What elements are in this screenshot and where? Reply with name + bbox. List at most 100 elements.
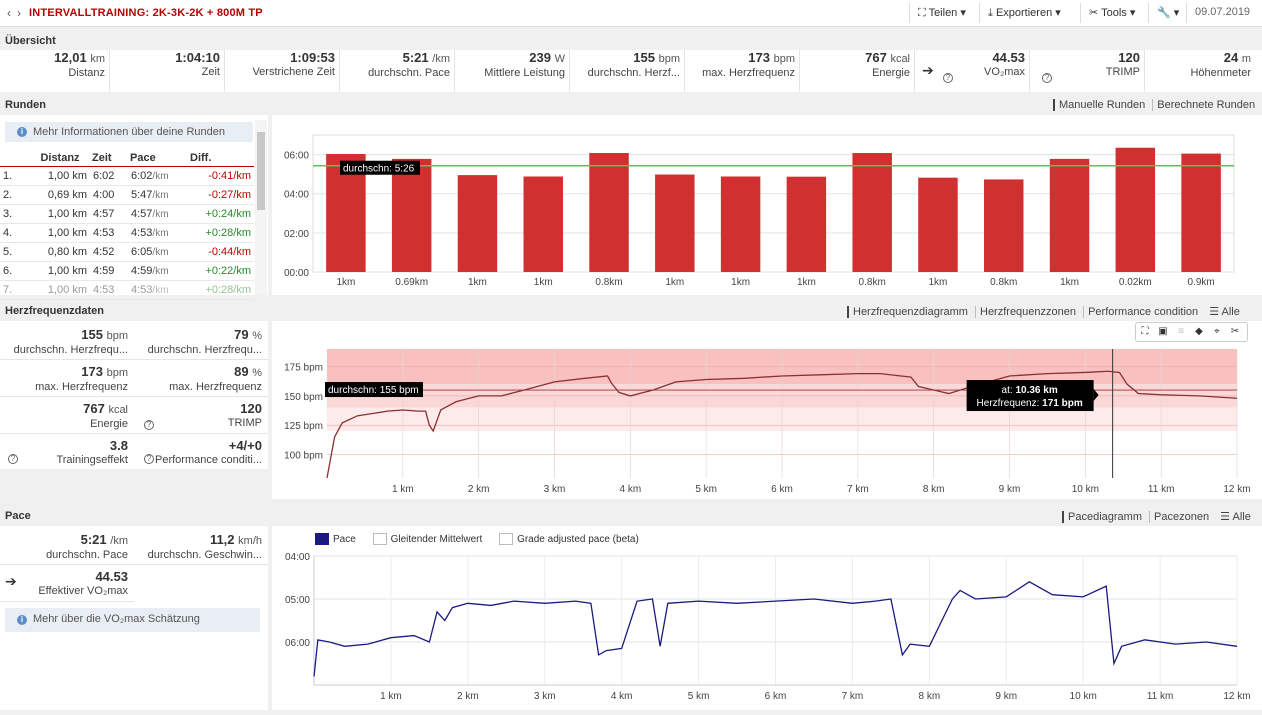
back-icon[interactable]: ‹ [7, 6, 11, 20]
col-pace[interactable]: Pace [128, 150, 188, 167]
x-tick-label: 1km [797, 277, 816, 288]
y-tick-label: 06:00 [285, 638, 310, 649]
scrollbar-thumb[interactable] [257, 132, 265, 210]
lap-distance: 1,00 km [30, 223, 90, 243]
col-time[interactable]: Zeit [90, 150, 128, 167]
col-distance[interactable]: Distanz [30, 150, 90, 167]
legend-smooth[interactable]: Gleitender Mittelwert [372, 533, 482, 545]
tab-hr-zones[interactable]: Herzfrequenzzonen [975, 306, 1081, 318]
info-icon: i [17, 615, 27, 625]
legend-pace[interactable]: Pace [315, 533, 356, 545]
help-icon[interactable]: ? [1042, 73, 1052, 83]
table-row[interactable]: 6. 1,00 km 4:59 4:59/km +0:22/km [0, 261, 254, 281]
stat-label: Höhenmeter [1190, 67, 1251, 79]
hr-max-percent: 89 % max. Herzfrequenz [134, 361, 268, 397]
hr-chart-svg: 100 bpm 125 bpm 150 bpm 175 bpm 1 km 2 km 3 km… [284, 349, 1251, 495]
stat-label: Verstrichene Zeit [252, 66, 335, 78]
stat-elapsed: 1:09:53 Verstrichene Zeit [225, 50, 340, 92]
vo2-label: Effektiver VO₂max [38, 585, 128, 597]
hr-title: Herzfrequenzdaten [5, 305, 105, 317]
table-row[interactable]: 4. 1,00 km 4:53 4:53/km +0:28/km [0, 223, 254, 243]
tab-hr-all[interactable]: ☰ Alle [1205, 306, 1244, 318]
tab-calculated-laps[interactable]: Berechnete Runden [1152, 99, 1260, 111]
tooltip-hr-value: 171 bpm [1042, 398, 1083, 409]
table-row[interactable]: 1. 1,00 km 6:02 6:02/km -0:41/km [0, 166, 254, 186]
stat-value: 239 [529, 50, 551, 65]
lap-distance: 1,00 km [30, 261, 90, 281]
x-tick-label: 7 km [842, 691, 864, 702]
tab-pace-diagram[interactable]: Pacediagramm [1062, 511, 1146, 523]
bar [1115, 147, 1156, 272]
help-icon[interactable]: ? [8, 454, 18, 464]
lap-pace-value: 4:53 [131, 226, 153, 239]
bar [720, 176, 761, 272]
vo2-info-box[interactable]: i Mehr über die VO₂max Schätzung [5, 608, 260, 632]
tab-pace-all[interactable]: ☰ Alle [1216, 511, 1255, 523]
lap-diff: -0:27/km [188, 185, 254, 205]
y-tick-label: 175 bpm [284, 363, 323, 374]
x-tick-label: 4 km [611, 691, 633, 702]
lap-time: 4:52 [90, 242, 128, 262]
hr-stats-panel: 155 bpm durchschn. Herzfrequ... 79 % durch… [0, 321, 268, 469]
hr-label: Trainingseffekt [56, 454, 128, 466]
average-label: durchschn: 155 bpm [328, 385, 419, 396]
reset-zoom-icon[interactable]: ✂ [1230, 326, 1240, 337]
laps-info-box[interactable]: i Mehr Informationen über deine Runden [5, 122, 253, 142]
share-button[interactable]: ⛶ Teilen ▾ [909, 3, 974, 23]
stat-unit: kcal [890, 53, 910, 65]
tab-pace-zones[interactable]: Pacezonen [1149, 511, 1214, 523]
hr-max-bpm: 173 bpm max. Herzfrequenz [0, 361, 134, 397]
list-icon[interactable]: ≡ [1178, 326, 1184, 337]
tab-manual-laps[interactable]: Manuelle Runden [1053, 99, 1150, 111]
forward-icon[interactable]: › [17, 6, 21, 20]
legend-gap[interactable]: Grade adjusted pace (beta) [499, 533, 639, 545]
lap-pace: 4:57/km [128, 204, 188, 224]
hr-label: max. Herzfrequenz [169, 381, 262, 393]
help-icon[interactable]: ? [144, 420, 154, 430]
share-icon: ⛶ [918, 7, 926, 19]
y-tick-label: 05:00 [285, 595, 310, 606]
hr-unit: % [252, 367, 262, 379]
pace-tabs: Pacediagramm Pacezonen ☰ Alle [1062, 510, 1255, 523]
tools-icon: ✂ [1089, 7, 1099, 19]
x-tick-label: 6 km [771, 484, 793, 495]
stat-unit: bpm [773, 53, 795, 65]
y-tick-label: 150 bpm [284, 392, 323, 403]
share-label: Teilen [928, 7, 958, 19]
tools-button[interactable]: ✂ Tools ▾ [1080, 3, 1143, 23]
laps-scrollbar[interactable] [255, 120, 267, 295]
fullscreen-icon[interactable]: ⛶ [1141, 326, 1149, 337]
legend-swatch [499, 533, 514, 545]
table-row[interactable]: 7. 1,00 km 4:53 4:53/km +0:28/km [0, 280, 254, 300]
tab-performance-condition[interactable]: Performance condition [1083, 306, 1203, 318]
lap-pace-unit: /km [152, 189, 169, 201]
help-icon[interactable]: ? [943, 73, 953, 83]
export-button[interactable]: ⤓ Exportieren ▾ [979, 3, 1069, 23]
lap-pace-value: 4:53 [131, 283, 153, 296]
lap-number: 2. [0, 185, 30, 205]
x-tick-label: 6 km [765, 691, 787, 702]
lap-distance: 1,00 km [30, 166, 90, 186]
x-tick-label: 2 km [457, 691, 479, 702]
table-row[interactable]: 3. 1,00 km 4:57 4:57/km +0:24/km [0, 204, 254, 224]
table-row[interactable]: 5. 0,80 km 4:52 6:05/km -0:44/km [0, 242, 254, 262]
save-icon[interactable]: ▣ [1158, 326, 1168, 337]
wrench-button[interactable]: 🔧 ▾ [1148, 3, 1187, 23]
table-row[interactable]: 2. 0,69 km 4:00 5:47/km -0:27/km [0, 185, 254, 205]
lap-number: 7. [0, 280, 30, 300]
crosshair-icon[interactable]: ⌖ [1214, 326, 1220, 337]
tag-icon[interactable]: ◆ [1195, 326, 1203, 337]
top-bar: ‹ › INTERVALLTRAINING: 2K-3K-2K + 800M T… [0, 0, 1262, 27]
tab-hr-diagram[interactable]: Herzfrequenzdiagramm [847, 306, 972, 318]
bar [1181, 153, 1221, 272]
stat-label: VO₂max [984, 66, 1025, 78]
x-tick-label: 8 km [918, 691, 940, 702]
col-diff[interactable]: Diff. [188, 150, 254, 167]
legend-label: Grade adjusted pace (beta) [517, 533, 639, 545]
legend-swatch [315, 533, 329, 545]
help-icon[interactable]: ? [144, 454, 154, 464]
stat-value: 5:21 [402, 50, 429, 65]
laps-info-text: Mehr Informationen über deine Runden [33, 126, 226, 138]
stat-max-hr: 173 bpm max. Herzfrequenz [685, 50, 800, 92]
lap-pace-value: 6:02 [131, 169, 153, 182]
